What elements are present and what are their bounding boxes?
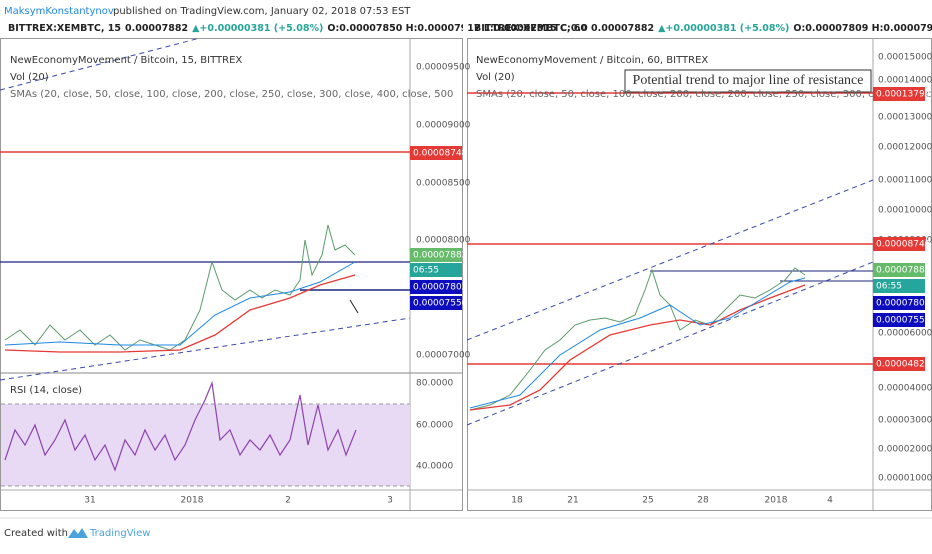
time-tick: 25 — [642, 496, 653, 506]
price-label-bg — [410, 248, 462, 262]
ticker-ticker: BITTREX:XEMBTC, 15 — [8, 23, 121, 34]
rsi-tick: 60.0000 — [416, 421, 453, 431]
price-label: 0.00007882 — [413, 251, 467, 261]
rsi-tick: 40.0000 — [416, 462, 453, 472]
ticker-ticker: BITTREX:XEMBTC, 60 — [474, 23, 587, 34]
sma-line — [469, 277, 806, 409]
trend-line — [0, 317, 411, 381]
time-tick: 2018 — [181, 496, 204, 506]
price-tick: 0.00008000 — [416, 236, 471, 246]
price-label: 0.00004823 — [876, 360, 930, 370]
price-label: 0.00008748 — [876, 240, 931, 250]
sma-line — [4, 261, 356, 346]
vol-label: Vol (20) — [476, 72, 515, 83]
price-line — [4, 224, 356, 351]
price-label-bg — [873, 313, 925, 327]
ticker-ohlc: O:0.00007850 H:0.00007917 L:0.00007815 C… — [327, 23, 588, 34]
price-label-bg — [873, 357, 925, 371]
rsi-tick: 80.0000 — [416, 379, 453, 389]
price-label-bg — [410, 263, 462, 277]
ticker-last: 0.00007882 — [125, 23, 188, 34]
ticker-change: ▲+0.00000381 (+5.08%) — [192, 23, 323, 34]
time-tick: 28 — [697, 496, 709, 506]
price-label-bg — [873, 87, 925, 101]
time-tick: 2 — [285, 496, 291, 506]
price-tick: 0.00014000 — [878, 76, 932, 86]
time-tick: 2018 — [765, 496, 788, 506]
published: published on TradingView.com, January 02… — [113, 6, 411, 17]
trend-line — [466, 261, 874, 426]
price-tick: 0.00002000 — [878, 445, 932, 455]
arrow — [349, 299, 359, 314]
price-label-bg — [410, 296, 462, 310]
price-line — [469, 267, 806, 411]
footer-brand[interactable]: TradingView — [89, 528, 150, 539]
price-tick: 0.00006000 — [878, 329, 932, 339]
price-label: 0.00008748 — [413, 149, 468, 159]
price-tick: 0.00013000 — [878, 113, 932, 123]
price-label: 0.00007802 — [413, 283, 467, 293]
price-tick: 0.00004000 — [878, 384, 932, 394]
price-tick: 0.00015000 — [878, 53, 932, 63]
footer-created: Created with — [4, 528, 68, 539]
time-tick: 31 — [84, 496, 95, 506]
rsi-band — [1, 404, 410, 486]
annotation-box — [624, 69, 872, 93]
author[interactable]: MaksymKonstantynov — [4, 6, 114, 17]
price-tick: 0.00012000 — [878, 143, 932, 153]
price-tick: 0.00001000 — [878, 474, 932, 484]
sma-label: SMAs (20, close, 50, close, 100, close, … — [10, 89, 453, 100]
ticker-line: BITTREX:XEMBTC, 15 0.00007882 ▲+0.00000381… — [8, 23, 588, 34]
panel-title: NewEconomyMovement / Bitcoin, 15, BITTRE… — [10, 55, 242, 66]
annotation: Potential trend to major line of resista… — [633, 73, 864, 88]
price-label-bg — [873, 279, 925, 293]
trend-line — [466, 179, 874, 341]
ticker-change: ▲+0.00000381 (+5.08%) — [658, 23, 789, 34]
price-label: 0.00007802 — [876, 299, 930, 309]
ticker-cover — [463, 19, 467, 37]
trend-line — [0, 37, 201, 91]
time-tick: 21 — [567, 496, 578, 506]
ticker-last: 0.00007882 — [591, 23, 654, 34]
price-tick: 0.00009000 — [416, 121, 471, 131]
time-tick: 4 — [827, 496, 833, 506]
sma-line — [4, 274, 356, 353]
ticker-ohlc: O:0.00007809 H:0.00007925 L:0.00007790 C… — [793, 23, 932, 34]
price-label-bg — [873, 237, 925, 251]
price-tick: 0.00008500 — [416, 179, 471, 189]
price-label: 0.00007550 — [413, 299, 468, 309]
rsi-title: RSI (14, close) — [10, 385, 82, 396]
price-tick: 0.00011000 — [878, 176, 932, 186]
price-label-bg — [873, 296, 925, 310]
ticker-line: BITTREX:XEMBTC, 60 0.00007882 ▲+0.00000381… — [474, 23, 932, 34]
time-tick: 18 — [511, 496, 523, 506]
price-label: 06:55 — [413, 266, 439, 276]
price-label-bg — [410, 280, 462, 294]
time-tick: 3 — [387, 496, 393, 506]
price-tick: 0.00009500 — [416, 63, 471, 73]
price-label-bg — [410, 146, 462, 160]
left-panel — [0, 38, 463, 511]
price-tick: 0.00010000 — [878, 206, 932, 216]
panel-title: NewEconomyMovement / Bitcoin, 60, BITTRE… — [476, 55, 708, 66]
price-tick: 0.00003000 — [878, 416, 932, 426]
price-label: 0.00007550 — [876, 316, 931, 326]
price-label-bg — [873, 263, 925, 277]
price-label: 06:55 — [876, 282, 902, 292]
rsi-line — [4, 380, 357, 472]
logo — [68, 528, 88, 538]
price-tick: 0.00007000 — [416, 351, 471, 361]
vol-label: Vol (20) — [10, 72, 49, 83]
sma-label: SMAs (20, close, 50, close, 100, close, … — [476, 89, 932, 100]
price-label: 0.00013794 — [876, 90, 931, 100]
price-label: 0.00007882 — [876, 266, 930, 276]
